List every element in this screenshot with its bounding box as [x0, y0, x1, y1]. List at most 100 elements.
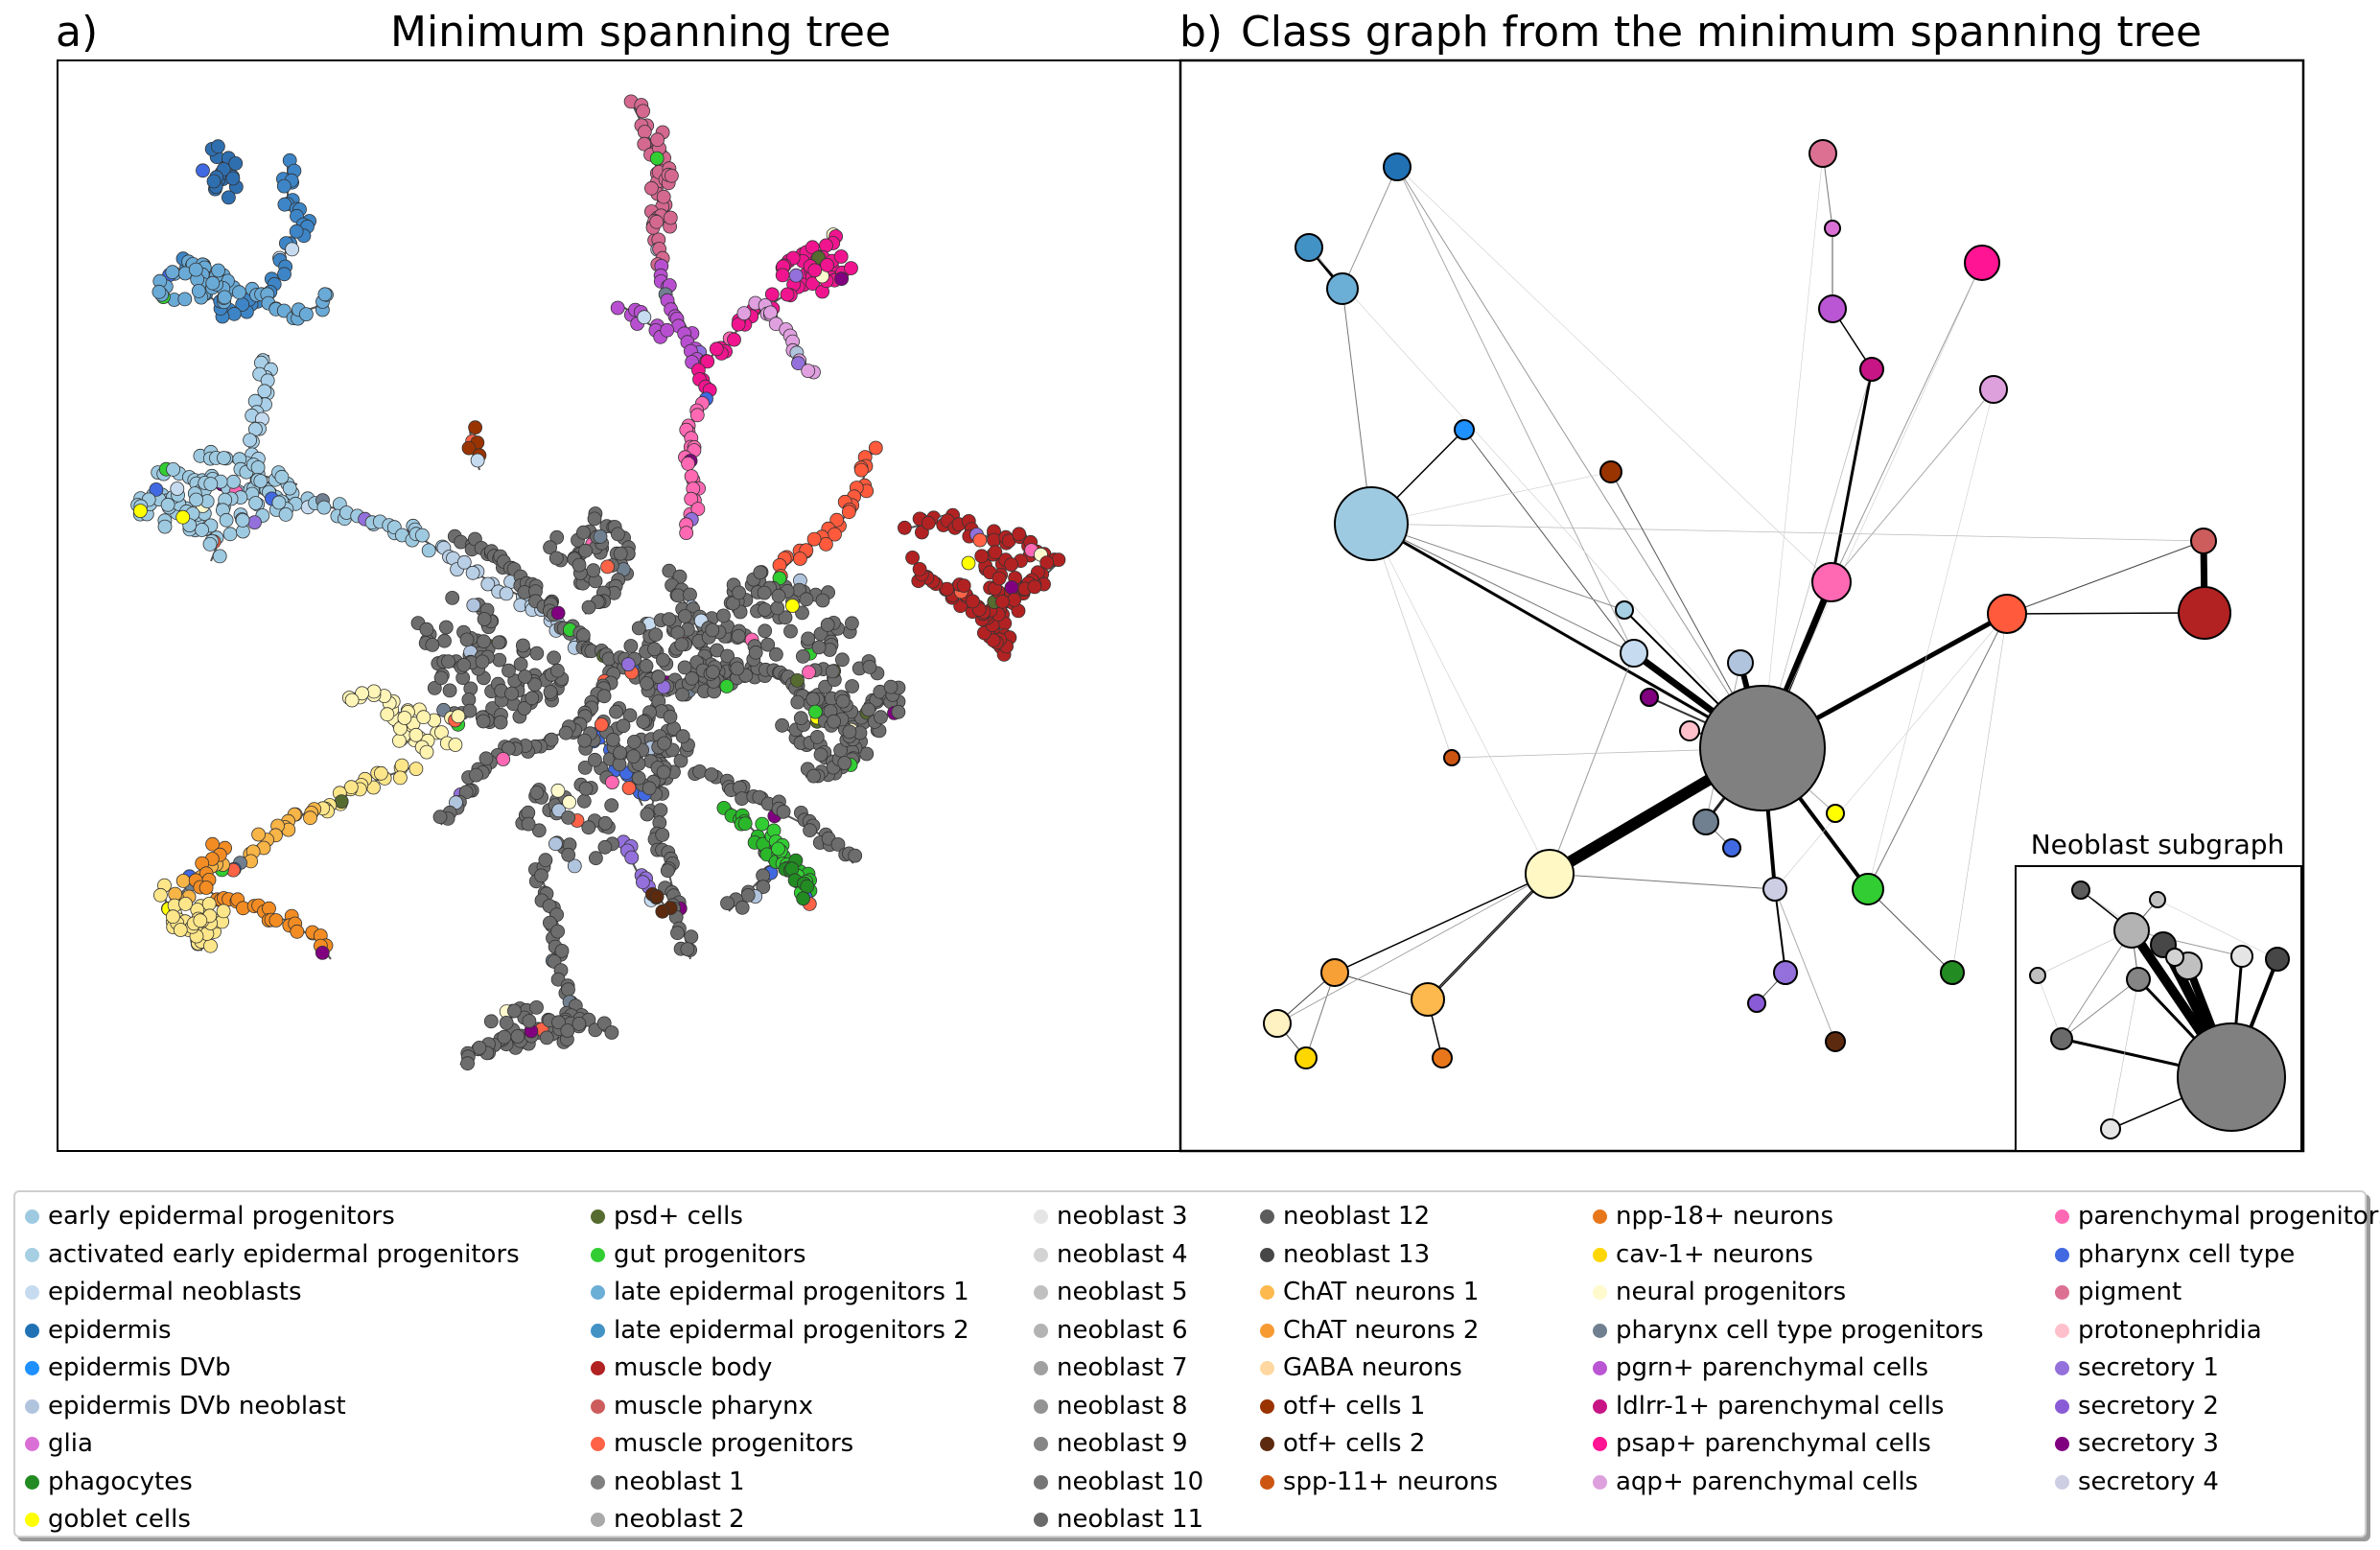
mst-node	[522, 1014, 537, 1028]
mst-node	[278, 507, 293, 522]
mst-node	[656, 764, 671, 780]
mst-node	[316, 500, 332, 515]
mst-node	[277, 267, 292, 282]
class-graph-edge	[1370, 471, 1612, 525]
mst-node	[780, 287, 795, 302]
mst-node	[600, 559, 615, 575]
mst-node	[344, 693, 360, 708]
mst-node	[578, 781, 594, 796]
mst-node	[251, 827, 267, 842]
mst-node	[799, 592, 814, 607]
mst-node	[905, 551, 920, 565]
mst-node	[649, 889, 665, 904]
class-graph-edge	[1396, 166, 1763, 749]
inset-edge	[2061, 978, 2139, 1040]
mst-node	[610, 300, 625, 316]
mst-node	[476, 714, 491, 729]
mst-node	[222, 527, 238, 542]
mst-node	[627, 735, 642, 749]
mst-node	[966, 594, 980, 609]
mst-node	[684, 929, 699, 944]
mst-node	[202, 537, 218, 552]
mst-node	[298, 307, 314, 322]
mst-node	[760, 637, 776, 652]
mst-node	[198, 881, 214, 895]
mst-node	[177, 292, 193, 307]
class-graph-node	[1432, 1047, 1453, 1069]
mst-node	[517, 701, 532, 716]
mst-node	[459, 632, 475, 647]
mst-node	[720, 896, 735, 910]
panel-b: Neoblast subgraph	[1178, 59, 2305, 1153]
mst-node	[757, 585, 772, 600]
legend-marker	[591, 1474, 605, 1490]
legend-label: ChAT neurons 1	[1283, 1278, 1480, 1306]
class-graph-edge	[2006, 540, 2205, 615]
mst-node	[178, 897, 193, 911]
mst-node	[441, 654, 455, 669]
mst-node	[414, 528, 430, 543]
mst-node	[604, 798, 619, 813]
mst-node	[793, 711, 808, 726]
mst-node	[649, 214, 665, 229]
mst-node	[419, 622, 434, 637]
mst-node	[613, 546, 628, 561]
mst-node	[662, 612, 677, 626]
mst-node	[961, 555, 976, 571]
mst-node	[624, 850, 640, 865]
mst-node	[581, 599, 596, 615]
mst-node	[531, 823, 547, 838]
mst-node	[475, 654, 490, 669]
mst-node	[656, 189, 671, 204]
mst-node	[472, 1041, 487, 1055]
mst-node	[210, 139, 225, 154]
mst-node	[845, 679, 859, 693]
legend-marker	[1034, 1513, 1048, 1527]
mst-node	[636, 715, 651, 729]
mst-node	[644, 180, 659, 196]
legend-marker	[2055, 1209, 2069, 1224]
legend-label: ChAT neurons 2	[1283, 1315, 1480, 1345]
mst-node	[1007, 593, 1022, 607]
class-graph-node	[1852, 873, 1884, 905]
mst-node	[548, 551, 564, 566]
legend-label: neoblast 2	[614, 1505, 745, 1534]
mst-node	[212, 549, 227, 564]
mst-node	[586, 563, 601, 578]
mst-node	[670, 588, 686, 603]
legend-marker	[2055, 1247, 2069, 1262]
mst-node	[195, 523, 210, 537]
mst-node	[623, 639, 639, 653]
class-graph-node	[1454, 419, 1475, 440]
mst-node	[504, 686, 519, 701]
mst-node	[956, 578, 971, 593]
mst-node	[730, 661, 745, 676]
mst-node	[576, 793, 592, 809]
class-graph-node	[1722, 838, 1741, 857]
mst-node	[561, 847, 576, 862]
mst-node	[189, 492, 204, 507]
mst-node	[577, 733, 592, 748]
mst-node	[827, 714, 841, 729]
mst-node	[550, 605, 566, 621]
mst-node	[391, 733, 407, 748]
legend-marker	[1593, 1361, 1607, 1375]
mst-node	[790, 673, 805, 688]
mst-node	[771, 841, 785, 857]
mst-node	[755, 816, 770, 832]
mst-node	[544, 732, 559, 747]
mst-node	[285, 242, 300, 257]
class-graph-edge	[1305, 972, 1336, 1059]
legend-label: muscle pharynx	[614, 1391, 813, 1421]
class-graph-node	[1964, 245, 2000, 281]
mst-node	[433, 670, 449, 686]
mst-node	[677, 609, 692, 623]
mst-node	[859, 746, 875, 762]
mst-node	[373, 765, 388, 781]
legend-label: pharynx cell type	[2078, 1239, 2296, 1269]
legend-marker	[25, 1513, 39, 1527]
mst-node	[496, 752, 511, 766]
mst-node	[764, 287, 780, 302]
mst-node	[807, 263, 823, 278]
mst-node	[366, 684, 382, 699]
